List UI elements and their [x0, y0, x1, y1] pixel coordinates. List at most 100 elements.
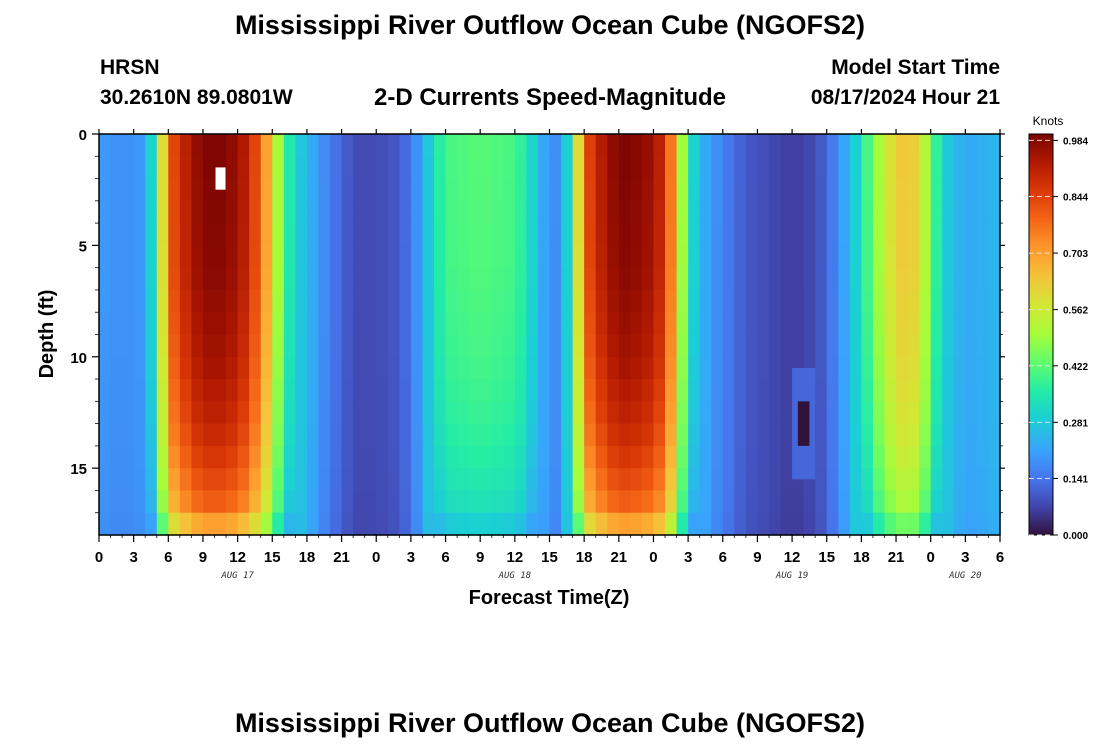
heatmap-cell: [884, 334, 897, 358]
heatmap-cell: [514, 245, 527, 269]
heatmap-cell: [306, 401, 320, 425]
heatmap-cell: [491, 490, 504, 514]
heatmap-cell: [699, 134, 712, 157]
heatmap-cell: [849, 445, 862, 469]
heatmap-cell: [145, 490, 158, 514]
heatmap-cell: [179, 289, 193, 313]
heatmap-cell: [330, 334, 343, 358]
heatmap-cell: [595, 289, 608, 313]
heatmap-cell: [815, 134, 828, 157]
heatmap-cell: [907, 267, 920, 291]
heatmap-cell: [965, 379, 978, 402]
heatmap-cell: [861, 245, 874, 269]
heatmap-cell: [711, 267, 724, 291]
heatmap-cell: [295, 134, 308, 157]
heatmap-cell: [537, 445, 551, 469]
heatmap-cell: [514, 200, 527, 224]
heatmap-cell: [630, 245, 643, 269]
heatmap-cell: [295, 156, 308, 180]
heatmap-cell: [364, 200, 377, 224]
heatmap-cell: [249, 245, 262, 269]
heatmap-cell: [260, 223, 273, 246]
heatmap-cell: [861, 200, 874, 224]
heatmap-cell: [584, 156, 597, 180]
heatmap-cell: [202, 445, 216, 469]
heatmap-cell: [491, 267, 504, 291]
heatmap-cell: [572, 490, 585, 514]
heatmap-cell: [237, 356, 250, 380]
heatmap-cell: [930, 334, 943, 358]
heatmap-cell: [145, 200, 158, 224]
heatmap-cell: [156, 468, 169, 492]
heatmap-cell: [318, 312, 331, 336]
heatmap-cell: [168, 468, 181, 492]
heatmap-cell: [468, 512, 481, 536]
x-tick-label: 0: [927, 549, 935, 566]
heatmap-cell: [630, 289, 643, 313]
heatmap-cell: [295, 445, 308, 469]
heatmap-cell: [503, 267, 516, 291]
heatmap-cell: [537, 423, 551, 447]
heatmap-cell: [295, 468, 308, 492]
heatmap-cell: [965, 334, 978, 358]
heatmap-cell: [549, 423, 562, 447]
heatmap-cell: [745, 379, 759, 402]
heatmap-cell: [561, 423, 574, 447]
heatmap-cell: [318, 468, 331, 492]
heatmap-cell: [907, 401, 920, 425]
heatmap-cell: [214, 245, 227, 269]
heatmap-cell: [942, 245, 955, 269]
heatmap-cell: [676, 156, 689, 180]
heatmap-cell: [630, 445, 643, 469]
heatmap-cell: [214, 223, 227, 246]
heatmap-cell: [260, 401, 273, 425]
heatmap-cell: [399, 490, 412, 514]
heatmap-cell: [376, 423, 389, 447]
heatmap-cell: [272, 267, 285, 291]
heatmap-cell: [861, 312, 874, 336]
colorbar-gradient: [1028, 133, 1054, 536]
heatmap-cell: [849, 423, 862, 447]
heatmap-cell: [410, 200, 424, 224]
heatmap-cell: [202, 200, 216, 224]
heatmap-cell: [699, 267, 712, 291]
heatmap-cell: [861, 512, 874, 536]
heatmap-cell: [561, 312, 574, 336]
heatmap-cell: [330, 356, 343, 380]
heatmap-cell: [953, 445, 966, 469]
heatmap-cell: [722, 334, 735, 358]
heatmap-cell: [665, 512, 678, 536]
heatmap-cell: [353, 178, 366, 202]
heatmap-cell: [722, 445, 735, 469]
heatmap-cell: [815, 223, 828, 246]
heatmap-cell: [815, 334, 828, 358]
heatmap-cell: [641, 356, 655, 380]
heatmap-cell: [699, 156, 712, 180]
heatmap-cell: [364, 401, 377, 425]
heatmap-cell: [815, 312, 828, 336]
heatmap-cell: [260, 468, 273, 492]
heatmap-cell: [179, 468, 193, 492]
heatmap-cell: [757, 312, 770, 336]
heatmap-cell: [457, 334, 470, 358]
heatmap-cell: [353, 334, 366, 358]
heatmap-cell: [503, 156, 516, 180]
heatmap-cell: [202, 468, 216, 492]
heatmap-cell: [468, 334, 481, 358]
heatmap-cell: [306, 512, 320, 536]
heatmap-cell: [549, 490, 562, 514]
heatmap-cell: [734, 401, 747, 425]
heatmap-cell: [364, 223, 377, 246]
heatmap-cell: [214, 423, 227, 447]
heatmap-cell: [641, 178, 655, 202]
heatmap-cell: [722, 490, 735, 514]
heatmap-cell: [976, 178, 990, 202]
heatmap-cell: [561, 490, 574, 514]
heatmap-cell: [480, 490, 493, 514]
heatmap-cell: [884, 200, 897, 224]
heatmap-cell: [676, 134, 689, 157]
heatmap-cell: [503, 379, 516, 402]
heatmap-cell: [168, 245, 181, 269]
heatmap-cell: [318, 423, 331, 447]
